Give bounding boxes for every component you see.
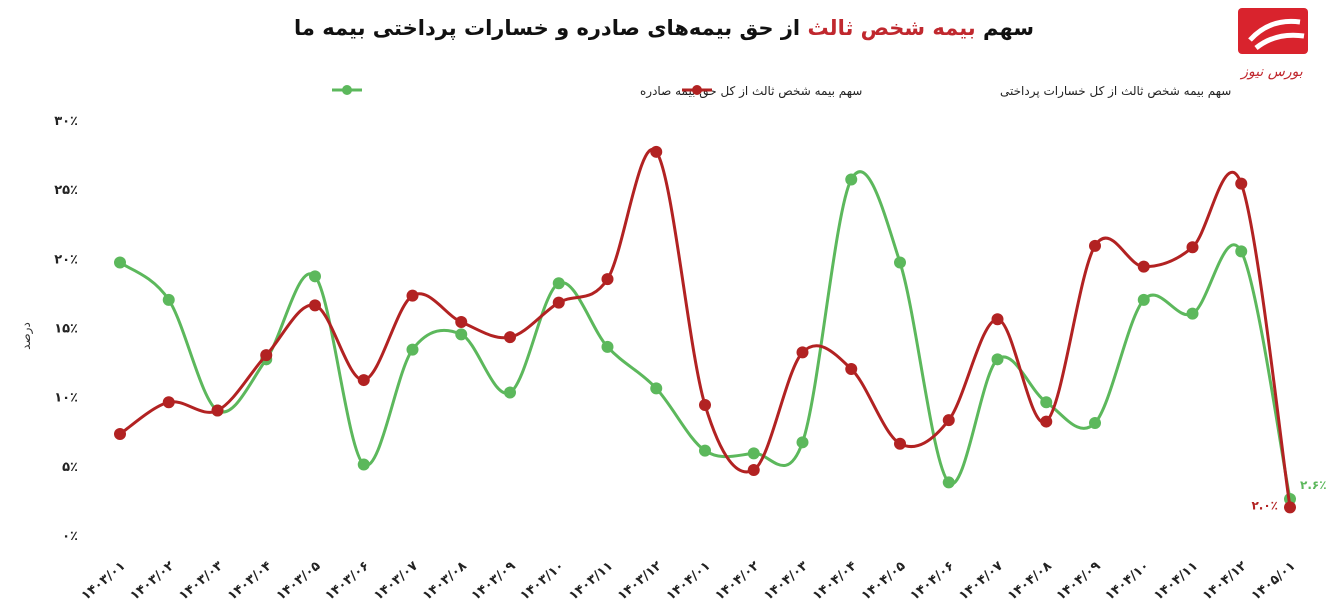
data-point	[309, 299, 321, 312]
x-tick-label: ۱۴۰۳/۱۱	[566, 559, 616, 604]
y-axis-label: درصد	[19, 322, 34, 350]
data-point	[211, 404, 224, 417]
data-point	[747, 463, 760, 476]
data-point	[1137, 260, 1150, 273]
x-tick-label: ۱۴۰۳/۰۱	[79, 559, 129, 604]
legend-marker	[692, 85, 702, 95]
data-point	[601, 273, 614, 286]
data-point	[552, 277, 565, 290]
data-point	[260, 349, 273, 362]
data-point	[991, 313, 1004, 326]
y-tick-label: ۰٪	[62, 529, 78, 544]
series-line	[119, 147, 1292, 508]
x-tick-label: ۱۴۰۵/۰۱	[1249, 559, 1299, 604]
data-point	[1235, 177, 1248, 190]
y-tick-label: ۲۵٪	[54, 183, 78, 198]
data-point	[942, 476, 955, 489]
x-tick-label: ۱۴۰۴/۰۵	[859, 559, 909, 604]
data-point	[357, 458, 370, 471]
x-tick-label: ۱۴۰۳/۱۲	[615, 559, 665, 604]
data-point	[455, 328, 468, 341]
data-point	[942, 414, 955, 427]
data-point	[1284, 501, 1296, 514]
x-tick-label: ۱۴۰۳/۰۷	[371, 559, 421, 604]
title-highlight: بیمه شخص ثالث	[807, 16, 976, 40]
legend-marker	[342, 85, 352, 95]
chart-title: سهم بیمه شخص ثالث از حق بیمه‌های صادره و…	[0, 16, 1328, 40]
data-point	[1089, 239, 1101, 252]
x-tick-label: ۱۴۰۴/۰۱	[664, 559, 714, 604]
data-point	[699, 444, 711, 457]
data-point	[1040, 415, 1053, 428]
data-label: ۲.۰٪	[1251, 498, 1278, 512]
data-point	[845, 173, 858, 186]
x-tick-label: ۱۴۰۴/۰۲	[713, 559, 763, 604]
data-point	[1186, 307, 1199, 320]
x-tick-label: ۱۴۰۳/۰۹	[469, 559, 519, 604]
x-tick-label: ۱۴۰۴/۰۹	[1054, 559, 1104, 604]
data-point	[406, 289, 419, 302]
data-point	[309, 270, 321, 283]
data-point	[845, 363, 858, 375]
data-point	[1089, 416, 1101, 429]
data-label: ۲.۶٪	[1300, 478, 1327, 492]
y-tick-label: ۳۰٪	[54, 114, 78, 129]
data-point	[796, 346, 809, 359]
x-tick-label: ۱۴۰۴/۰۸	[1005, 559, 1055, 604]
data-point	[162, 396, 175, 409]
data-point	[991, 353, 1004, 366]
logo-mark	[1238, 8, 1308, 54]
y-tick-label: ۱۰٪	[54, 391, 78, 406]
x-tick-label: ۱۴۰۳/۰۵	[274, 559, 324, 604]
data-point	[894, 437, 906, 450]
x-tick-label: ۱۴۰۴/۰۷	[956, 559, 1006, 604]
x-tick-label: ۱۴۰۴/۱۱	[1151, 559, 1201, 604]
brand: بورس نیوز	[1239, 64, 1303, 80]
x-tick-label: ۱۴۰۴/۰۳	[761, 559, 811, 604]
data-point	[406, 343, 419, 356]
x-tick-label: ۱۴۰۳/۱۰	[518, 559, 568, 604]
data-point	[1040, 396, 1053, 409]
data-point	[650, 382, 663, 395]
x-tick-label: ۱۴۰۴/۱۲	[1200, 559, 1250, 604]
data-point	[747, 447, 760, 460]
legend-label: سهم بیمه شخص ثالث از کل خسارات پرداختی	[1000, 84, 1231, 99]
logo: بورس نیوز	[1238, 8, 1308, 80]
data-point	[504, 386, 516, 399]
data-point	[504, 331, 516, 344]
data-point	[796, 436, 809, 449]
data-point	[601, 340, 614, 353]
logo-stripes	[1248, 18, 1305, 50]
x-tick-label: ۱۴۰۴/۰۶	[908, 559, 958, 604]
data-point	[699, 398, 711, 411]
legend-label: سهم بیمه شخص ثالث از کل حق بیمه صادره	[640, 84, 862, 99]
x-tick-label: ۱۴۰۳/۰۳	[176, 559, 226, 604]
x-tick-label: ۱۴۰۳/۰۲	[128, 559, 178, 604]
data-point	[552, 296, 565, 309]
x-tick-label: ۱۴۰۴/۱۰	[1103, 559, 1153, 604]
data-point	[455, 315, 468, 328]
title-part: سهم	[982, 16, 1034, 40]
x-tick-label: ۱۴۰۳/۰۶	[323, 559, 373, 604]
data-point	[162, 293, 175, 306]
y-tick-label: ۲۰٪	[54, 252, 78, 267]
data-point	[1235, 245, 1248, 258]
data-point	[1186, 241, 1199, 254]
data-point	[114, 428, 126, 441]
title-part: از حق بیمه‌های صادره و خسارات پرداختی بی…	[294, 16, 801, 40]
y-tick-label: ۱۵٪	[54, 322, 78, 337]
y-tick-label: ۵٪	[62, 460, 78, 475]
x-tick-label: ۱۴۰۴/۰۴	[810, 559, 860, 604]
data-point	[357, 374, 370, 387]
data-point	[114, 256, 126, 269]
data-point	[1137, 293, 1150, 306]
data-point	[894, 256, 906, 269]
x-tick-label: ۱۴۰۳/۰۸	[420, 559, 470, 604]
x-tick-label: ۱۴۰۳/۰۴	[225, 559, 275, 604]
data-point	[650, 145, 663, 158]
